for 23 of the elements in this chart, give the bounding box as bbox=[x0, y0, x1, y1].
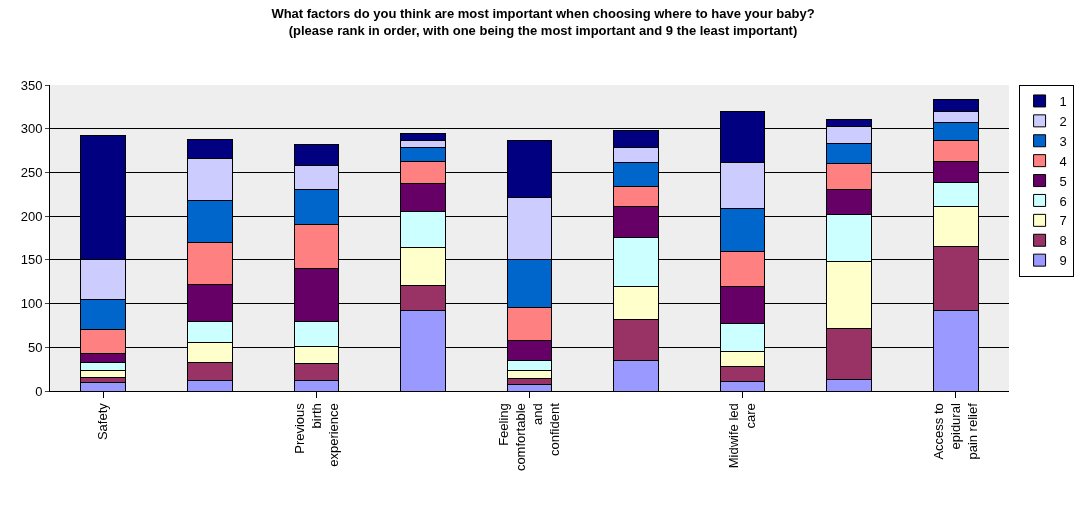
chart-title: What factors do you think are most important when choosing where to have your baby? (please rank in order, with one being the most important and 9 the least important) bbox=[271, 6, 815, 38]
y-tick-label: 50 bbox=[27, 339, 43, 355]
y-tick-label: 100 bbox=[20, 296, 43, 312]
legend-label: 8 bbox=[1059, 233, 1067, 249]
legend-label: 5 bbox=[1059, 173, 1067, 189]
legend-label: 3 bbox=[1059, 133, 1067, 149]
y-tick-label: 350 bbox=[20, 77, 43, 93]
legend-label: 7 bbox=[1059, 213, 1067, 229]
y-tick-label: 250 bbox=[20, 164, 43, 180]
y-tick-label: 0 bbox=[35, 383, 43, 399]
x-tick-label: Midwife led care bbox=[726, 403, 759, 469]
y-tick-label: 300 bbox=[20, 121, 43, 137]
legend-label: 2 bbox=[1059, 113, 1067, 129]
legend-label: 6 bbox=[1059, 193, 1067, 209]
legend-label: 9 bbox=[1059, 253, 1067, 269]
x-tick-label: Feeling comfortable and confident bbox=[496, 402, 563, 472]
legend-label: 1 bbox=[1059, 94, 1067, 110]
x-tick-label: Access to epidural pain relief bbox=[931, 402, 980, 460]
y-tick-label: 200 bbox=[20, 208, 43, 224]
x-tick-label: Previous birth experience bbox=[291, 402, 341, 467]
x-tick-label: Safety bbox=[95, 402, 111, 441]
legend-label: 4 bbox=[1059, 153, 1067, 169]
y-tick-label: 150 bbox=[20, 252, 43, 268]
